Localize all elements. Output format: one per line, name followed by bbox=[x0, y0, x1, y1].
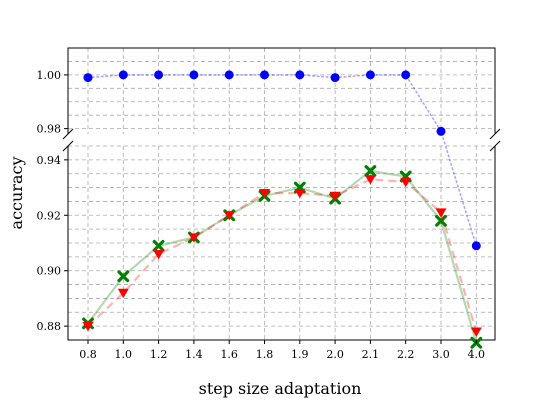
upper-frame bbox=[67, 47, 496, 134]
series-2-point bbox=[153, 249, 165, 260]
series-2-point bbox=[188, 233, 200, 243]
xtick-label: 4.0 bbox=[468, 348, 486, 361]
series-2-point bbox=[364, 175, 376, 185]
series-1-line bbox=[87, 169, 478, 344]
lower-frame bbox=[67, 146, 496, 341]
series-0-point bbox=[260, 70, 269, 80]
series-0-point bbox=[436, 126, 446, 136]
axes-frame bbox=[62, 47, 501, 341]
x-axis-label: step size adaptation bbox=[199, 379, 362, 398]
series-2-point bbox=[329, 191, 341, 202]
series-0-point bbox=[295, 70, 305, 80]
series-0-point bbox=[118, 70, 128, 80]
lower-ytick-label: 0.94 bbox=[37, 154, 62, 167]
series-0-point bbox=[471, 241, 481, 251]
series-0-point bbox=[401, 70, 411, 80]
xtick-label: 1.0 bbox=[115, 348, 133, 361]
grid-layer bbox=[68, 47, 495, 341]
axis-break-mark bbox=[62, 140, 74, 152]
xtick-label: 2.0 bbox=[326, 348, 344, 361]
series-1-point bbox=[152, 239, 165, 252]
series-2-line bbox=[87, 178, 478, 333]
series-0-point bbox=[189, 70, 199, 80]
series-1-point bbox=[364, 165, 377, 177]
xtick-label: 1.9 bbox=[291, 348, 309, 361]
lower-ytick-label: 0.90 bbox=[37, 265, 62, 278]
series-2-point bbox=[294, 188, 306, 199]
xtick-label: 2.2 bbox=[397, 348, 415, 361]
tick-layer: 0.98 1.00 0.88 0.90 0.92 0.94 0.8 1.0 1.2 1.4 1.6 1… bbox=[37, 69, 486, 361]
lower-ytick-label: 0.92 bbox=[37, 209, 62, 222]
xtick-label: 1.4 bbox=[185, 348, 203, 361]
series-0-line bbox=[87, 74, 478, 247]
series-0-point bbox=[365, 70, 375, 80]
series-2-point bbox=[259, 188, 270, 199]
xtick-label: 2.1 bbox=[362, 348, 380, 361]
lower-ytick-label: 0.88 bbox=[37, 320, 62, 333]
series-0-point bbox=[154, 70, 164, 80]
axis-break-mark bbox=[489, 140, 501, 152]
axis-break-mark bbox=[62, 128, 74, 140]
series-2-point bbox=[435, 208, 447, 218]
series-0-point bbox=[83, 73, 93, 83]
series-1-point bbox=[435, 214, 447, 227]
series-layer bbox=[82, 70, 483, 349]
series-0-point bbox=[330, 73, 340, 83]
xtick-label: 0.8 bbox=[79, 348, 97, 361]
series-2-point bbox=[470, 327, 482, 337]
series-2-point bbox=[223, 211, 235, 221]
upper-ytick-label: 0.98 bbox=[37, 123, 62, 136]
xtick-label: 3.0 bbox=[432, 348, 450, 361]
series-2-point bbox=[82, 322, 94, 332]
series-1-point bbox=[117, 270, 130, 283]
series-2-point bbox=[117, 288, 129, 299]
upper-ytick-label: 1.00 bbox=[37, 69, 62, 82]
y-axis-label: accuracy bbox=[7, 157, 26, 230]
axis-break-mark bbox=[489, 128, 501, 140]
series-2-point bbox=[400, 177, 412, 188]
series-0-point bbox=[224, 70, 234, 80]
xtick-label: 1.6 bbox=[220, 348, 238, 361]
xtick-label: 1.8 bbox=[256, 348, 274, 361]
xtick-label: 1.2 bbox=[150, 348, 168, 361]
